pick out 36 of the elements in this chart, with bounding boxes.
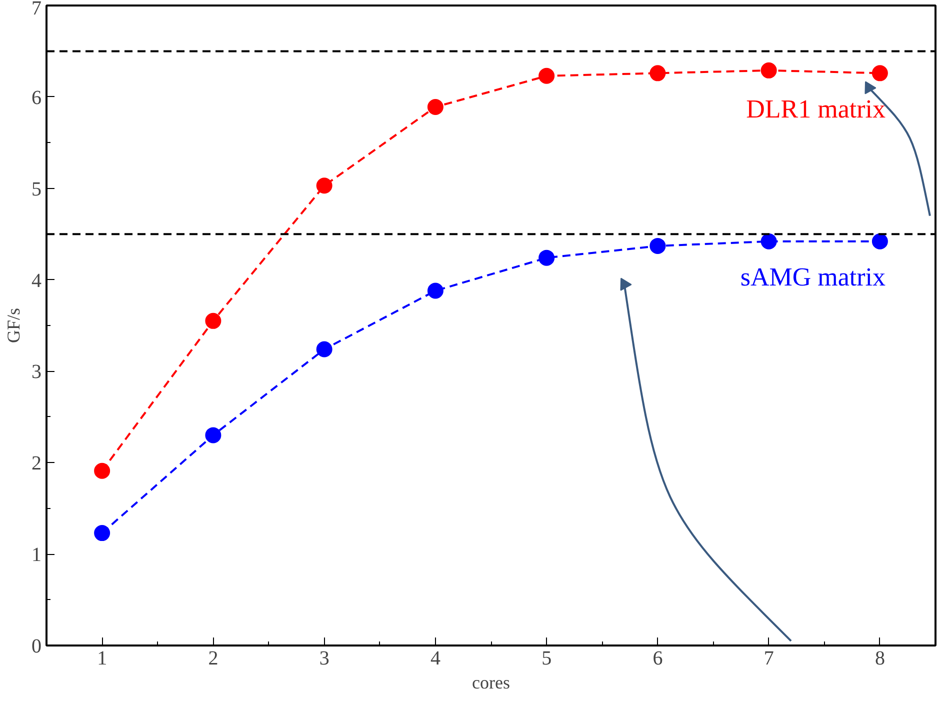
point: [316, 341, 332, 358]
y-tick-label: 2: [32, 452, 42, 475]
x-tick-label: 4: [430, 648, 440, 670]
point: [872, 65, 888, 82]
point: [205, 427, 222, 444]
y-tick-label: 6: [32, 86, 42, 109]
y-axis-title: GF/s: [4, 308, 24, 344]
y-tick-label: 7: [32, 0, 42, 20]
x-tick-label: 7: [764, 648, 774, 670]
series-label: DLR1 matrix: [746, 94, 886, 124]
point: [205, 312, 222, 329]
point: [538, 68, 555, 84]
x-tick-label: 2: [208, 648, 218, 670]
x-tick-label: 1: [97, 648, 108, 670]
point: [427, 282, 444, 299]
point: [316, 178, 332, 194]
x-tick-label: 5: [542, 648, 552, 670]
x-tick-label: 6: [652, 648, 663, 670]
series-label: sAMG matrix: [740, 262, 886, 292]
point: [760, 233, 777, 250]
point: [650, 65, 666, 82]
y-tick-label: 5: [32, 178, 42, 200]
point: [650, 238, 666, 254]
point: [94, 462, 110, 479]
y-tick-label: 3: [32, 361, 42, 384]
point: [94, 525, 110, 542]
y-tick-label: 0: [32, 636, 42, 658]
point: [872, 233, 888, 250]
x-tick-label: 8: [874, 648, 885, 670]
point: [760, 62, 777, 78]
point: [427, 99, 444, 115]
y-tick-label: 1: [32, 544, 42, 566]
x-tick-label: 3: [319, 648, 330, 670]
point: [538, 250, 555, 266]
y-tick-label: 4: [32, 270, 42, 292]
x-axis-title: cores: [472, 672, 510, 692]
